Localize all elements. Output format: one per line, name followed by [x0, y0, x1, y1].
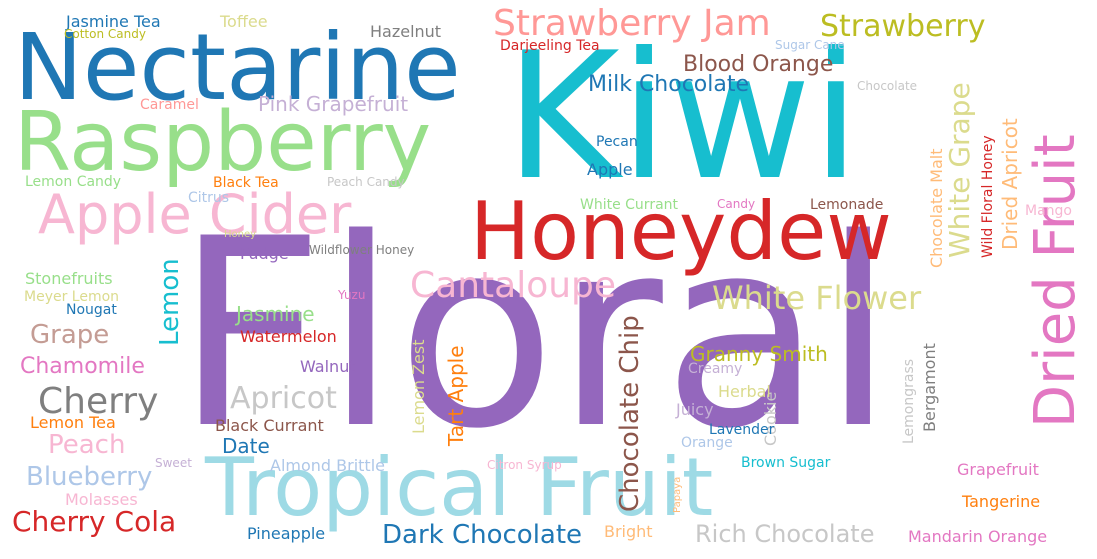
cloud-word: Sugar Cane — [775, 38, 845, 52]
cloud-word: Mango — [1025, 203, 1072, 219]
cloud-word: Pink Grapefruit — [258, 92, 409, 116]
cloud-word: Floral — [175, 184, 895, 486]
cloud-word: Kiwi — [505, 16, 861, 219]
cloud-word: Darjeeling Tea — [500, 38, 600, 54]
cloud-word: Lemon Zest — [409, 339, 428, 435]
cloud-word: Bergamont — [920, 343, 939, 432]
cloud-word: Meyer Lemon — [24, 289, 120, 305]
cloud-word: Wildflower Honey — [309, 243, 415, 257]
cloud-word: Juicy — [676, 400, 714, 419]
cloud-word: Yuzu — [338, 288, 366, 302]
cloud-word: Chocolate — [857, 79, 918, 93]
cloud-word: Lemon Tea — [30, 413, 116, 432]
cloud-word: Almond Brittle — [270, 456, 385, 475]
cloud-word: Toffee — [220, 12, 268, 31]
cloud-word: Milk Chocolate — [588, 72, 750, 97]
cloud-word: Peach — [48, 430, 126, 460]
cloud-word: Peach Candy — [327, 175, 405, 189]
cloud-word: Black Tea — [213, 175, 279, 191]
cloud-word: Apple Cider — [38, 183, 352, 246]
cloud-word: Cherry Cola — [12, 505, 177, 538]
cloud-word: White Flower — [712, 279, 922, 317]
cloud-word: Bright — [604, 522, 653, 541]
cloud-word: Orange — [681, 435, 733, 451]
cloud-word: Lavender — [709, 422, 775, 438]
cloud-word: Pecan — [596, 134, 638, 150]
cloud-word: Tropical Fruit — [205, 441, 714, 534]
cloud-word: Hazelnut — [370, 22, 442, 41]
cloud-word: Brown Sugar — [741, 455, 831, 471]
cloud-word: Nectarine — [14, 14, 461, 121]
cloud-word: Blueberry — [26, 462, 153, 492]
cloud-word: Papaya — [672, 476, 683, 513]
cloud-word: Tangerine — [962, 492, 1041, 511]
cloud-word: Jasmine Tea — [66, 12, 161, 31]
cloud-word: Cotton Candy — [64, 27, 146, 41]
cloud-word: Creamy — [688, 361, 743, 377]
cloud-word: Lemon Candy — [25, 174, 122, 190]
cloud-word: Candy — [717, 197, 756, 211]
cloud-word: Mandarin Orange — [908, 527, 1048, 546]
cloud-word: Lemongrass — [901, 358, 917, 444]
cloud-word: Chocolate Chip — [615, 315, 645, 512]
cloud-word: Citron Syrup — [487, 458, 562, 472]
cloud-word: Date — [222, 434, 270, 458]
cloud-word: Sweet — [155, 456, 192, 470]
cloud-word: Strawberry — [820, 9, 986, 44]
cloud-word: Raspberry — [14, 95, 432, 190]
cloud-word: Fudge — [240, 244, 289, 263]
cloud-word: Rich Chocolate — [695, 520, 875, 548]
cloud-word: Nougat — [66, 302, 117, 318]
cloud-word: White Currant — [580, 197, 679, 213]
cloud-word: Honey — [224, 229, 257, 240]
cloud-word: Caramel — [140, 97, 199, 113]
cloud-word: Watermelon — [240, 327, 337, 346]
cloud-word: Apple — [587, 160, 633, 179]
cloud-word: Strawberry Jam — [493, 3, 771, 44]
cloud-word: Grapefruit — [957, 460, 1039, 479]
cloud-word: Apricot — [230, 381, 337, 416]
cloud-word: Pineapple — [247, 524, 326, 543]
cloud-word: Tart Apple — [444, 345, 468, 446]
cloud-word: Lemon — [155, 258, 185, 346]
cloud-word: Molasses — [65, 490, 138, 509]
cloud-word: Chamomile — [20, 354, 145, 379]
cloud-word: Jasmine — [236, 302, 315, 326]
cloud-word: Cantaloupe — [410, 265, 617, 306]
cloud-word: Citrus — [188, 190, 230, 206]
cloud-word: Wild Floral Honey — [980, 135, 996, 258]
cloud-word: Honeydew — [470, 185, 892, 278]
cloud-word: Herbal — [718, 382, 771, 401]
cloud-word: Chocolate Malt — [927, 148, 946, 268]
cloud-word: Granny Smith — [690, 342, 828, 366]
cloud-word: Grape — [30, 320, 110, 350]
cloud-word: Dried Apricot — [998, 118, 1022, 250]
cloud-word: Stonefruits — [25, 269, 113, 288]
cloud-word: Cherry — [38, 381, 159, 422]
cloud-word: Dried Fruit — [1023, 134, 1088, 428]
cloud-word: Blood Orange — [683, 52, 834, 77]
cloud-word: Dark Chocolate — [382, 520, 583, 550]
cloud-word: White Grape — [943, 82, 976, 258]
cloud-word: Black Currant — [215, 416, 324, 435]
cloud-word: Lemonade — [810, 197, 884, 213]
cloud-word: Walnut — [300, 357, 356, 376]
